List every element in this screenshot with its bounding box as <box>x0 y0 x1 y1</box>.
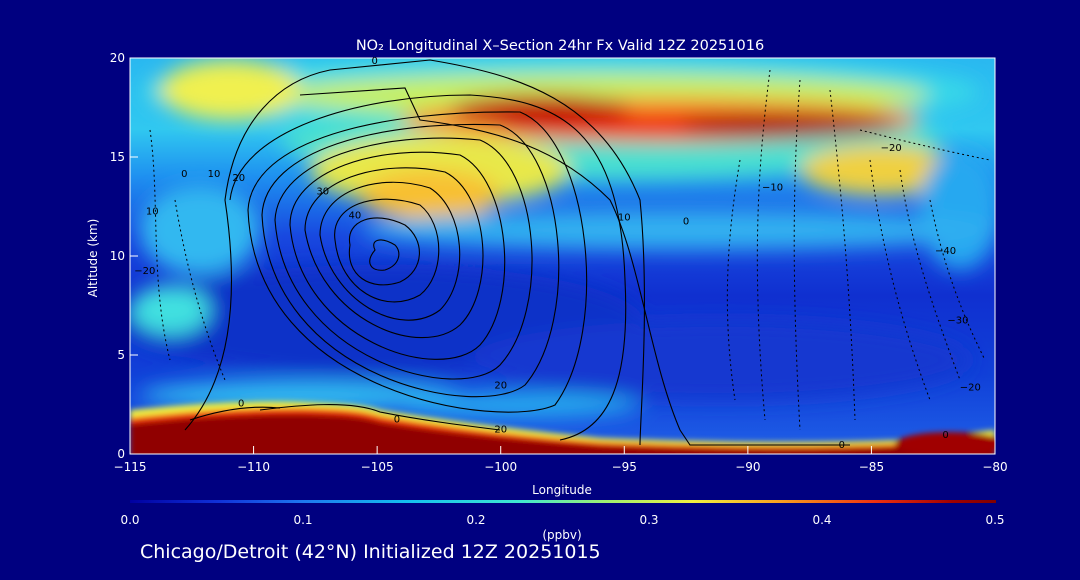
colorbar-tick-label: 0.3 <box>639 513 658 527</box>
contour-label: −20 <box>881 143 902 154</box>
x-axis: −115 −110 −105 −100 −95 −90 −85 −80 <box>114 446 1008 474</box>
y-tick-label: 0 <box>117 447 125 461</box>
x-tick-label: −90 <box>735 460 760 474</box>
contour-label: 20 <box>494 381 507 392</box>
x-tick-label: −85 <box>859 460 884 474</box>
colorbar-tick-label: 0.2 <box>466 513 485 527</box>
initialization-footer: Chicago/Detroit (42°N) Initialized 12Z 2… <box>140 541 601 563</box>
contour-label: 30 <box>316 187 329 198</box>
concentration-field <box>130 58 995 454</box>
contour-label: −10 <box>762 183 783 194</box>
contour-label: 10 <box>146 206 159 217</box>
negative-contour-lines <box>149 69 991 431</box>
x-tick-label: −105 <box>361 460 394 474</box>
contour-label: −40 <box>935 246 956 257</box>
contour-label: 20 <box>232 173 245 184</box>
y-axis-label: Altitude (km) <box>86 219 100 298</box>
x-tick-label: −100 <box>484 460 517 474</box>
x-tick-label: −95 <box>612 460 637 474</box>
contour-label: 0 <box>371 56 377 67</box>
colorbar-tick-label: 0.5 <box>985 513 1004 527</box>
contour-label: 10 <box>618 212 631 223</box>
contour-lines <box>184 59 850 446</box>
y-tick-label: 15 <box>110 150 125 164</box>
x-tick-label: −80 <box>982 460 1007 474</box>
x-tick-label: −110 <box>237 460 270 474</box>
colorbar-tick-label: 0.1 <box>293 513 312 527</box>
x-axis-label: Longitude <box>532 483 592 497</box>
contour-label: 0 <box>942 430 948 441</box>
contour-label: 0 <box>394 414 400 425</box>
contour-label: 40 <box>349 210 362 221</box>
contour-label: −20 <box>134 266 155 277</box>
x-tick-label: −115 <box>114 460 147 474</box>
y-tick-label: 20 <box>110 51 125 65</box>
chart-title: NO₂ Longitudinal X–Section 24hr Fx Valid… <box>356 38 764 54</box>
y-tick-label: 5 <box>117 348 125 362</box>
contour-label: 0 <box>683 216 689 227</box>
colorbar <box>130 500 996 503</box>
colorbar-tick-label: 0.4 <box>812 513 831 527</box>
contour-label: 0 <box>238 399 244 410</box>
colorbar-tick-label: 0.0 <box>120 513 139 527</box>
contour-label: −30 <box>947 315 968 326</box>
contour-labels: 0 0 10 20 30 40 10 −20 10 0 −10 −20 −40 −30 −20 20 0 0 20 0… <box>134 56 981 451</box>
contour-label: 0 <box>181 169 187 180</box>
contour-label: −20 <box>960 383 981 394</box>
y-tick-label: 10 <box>110 249 125 263</box>
y-axis: 0 5 10 15 20 <box>110 51 138 461</box>
contour-label: 0 <box>839 440 845 451</box>
contour-label: 20 <box>494 424 507 435</box>
colorbar-ticks: 0.0 0.1 0.2 0.3 0.4 0.5 <box>120 513 1004 527</box>
colorbar-unit-label: (ppbv) <box>542 528 581 542</box>
contour-label: 10 <box>208 169 221 180</box>
